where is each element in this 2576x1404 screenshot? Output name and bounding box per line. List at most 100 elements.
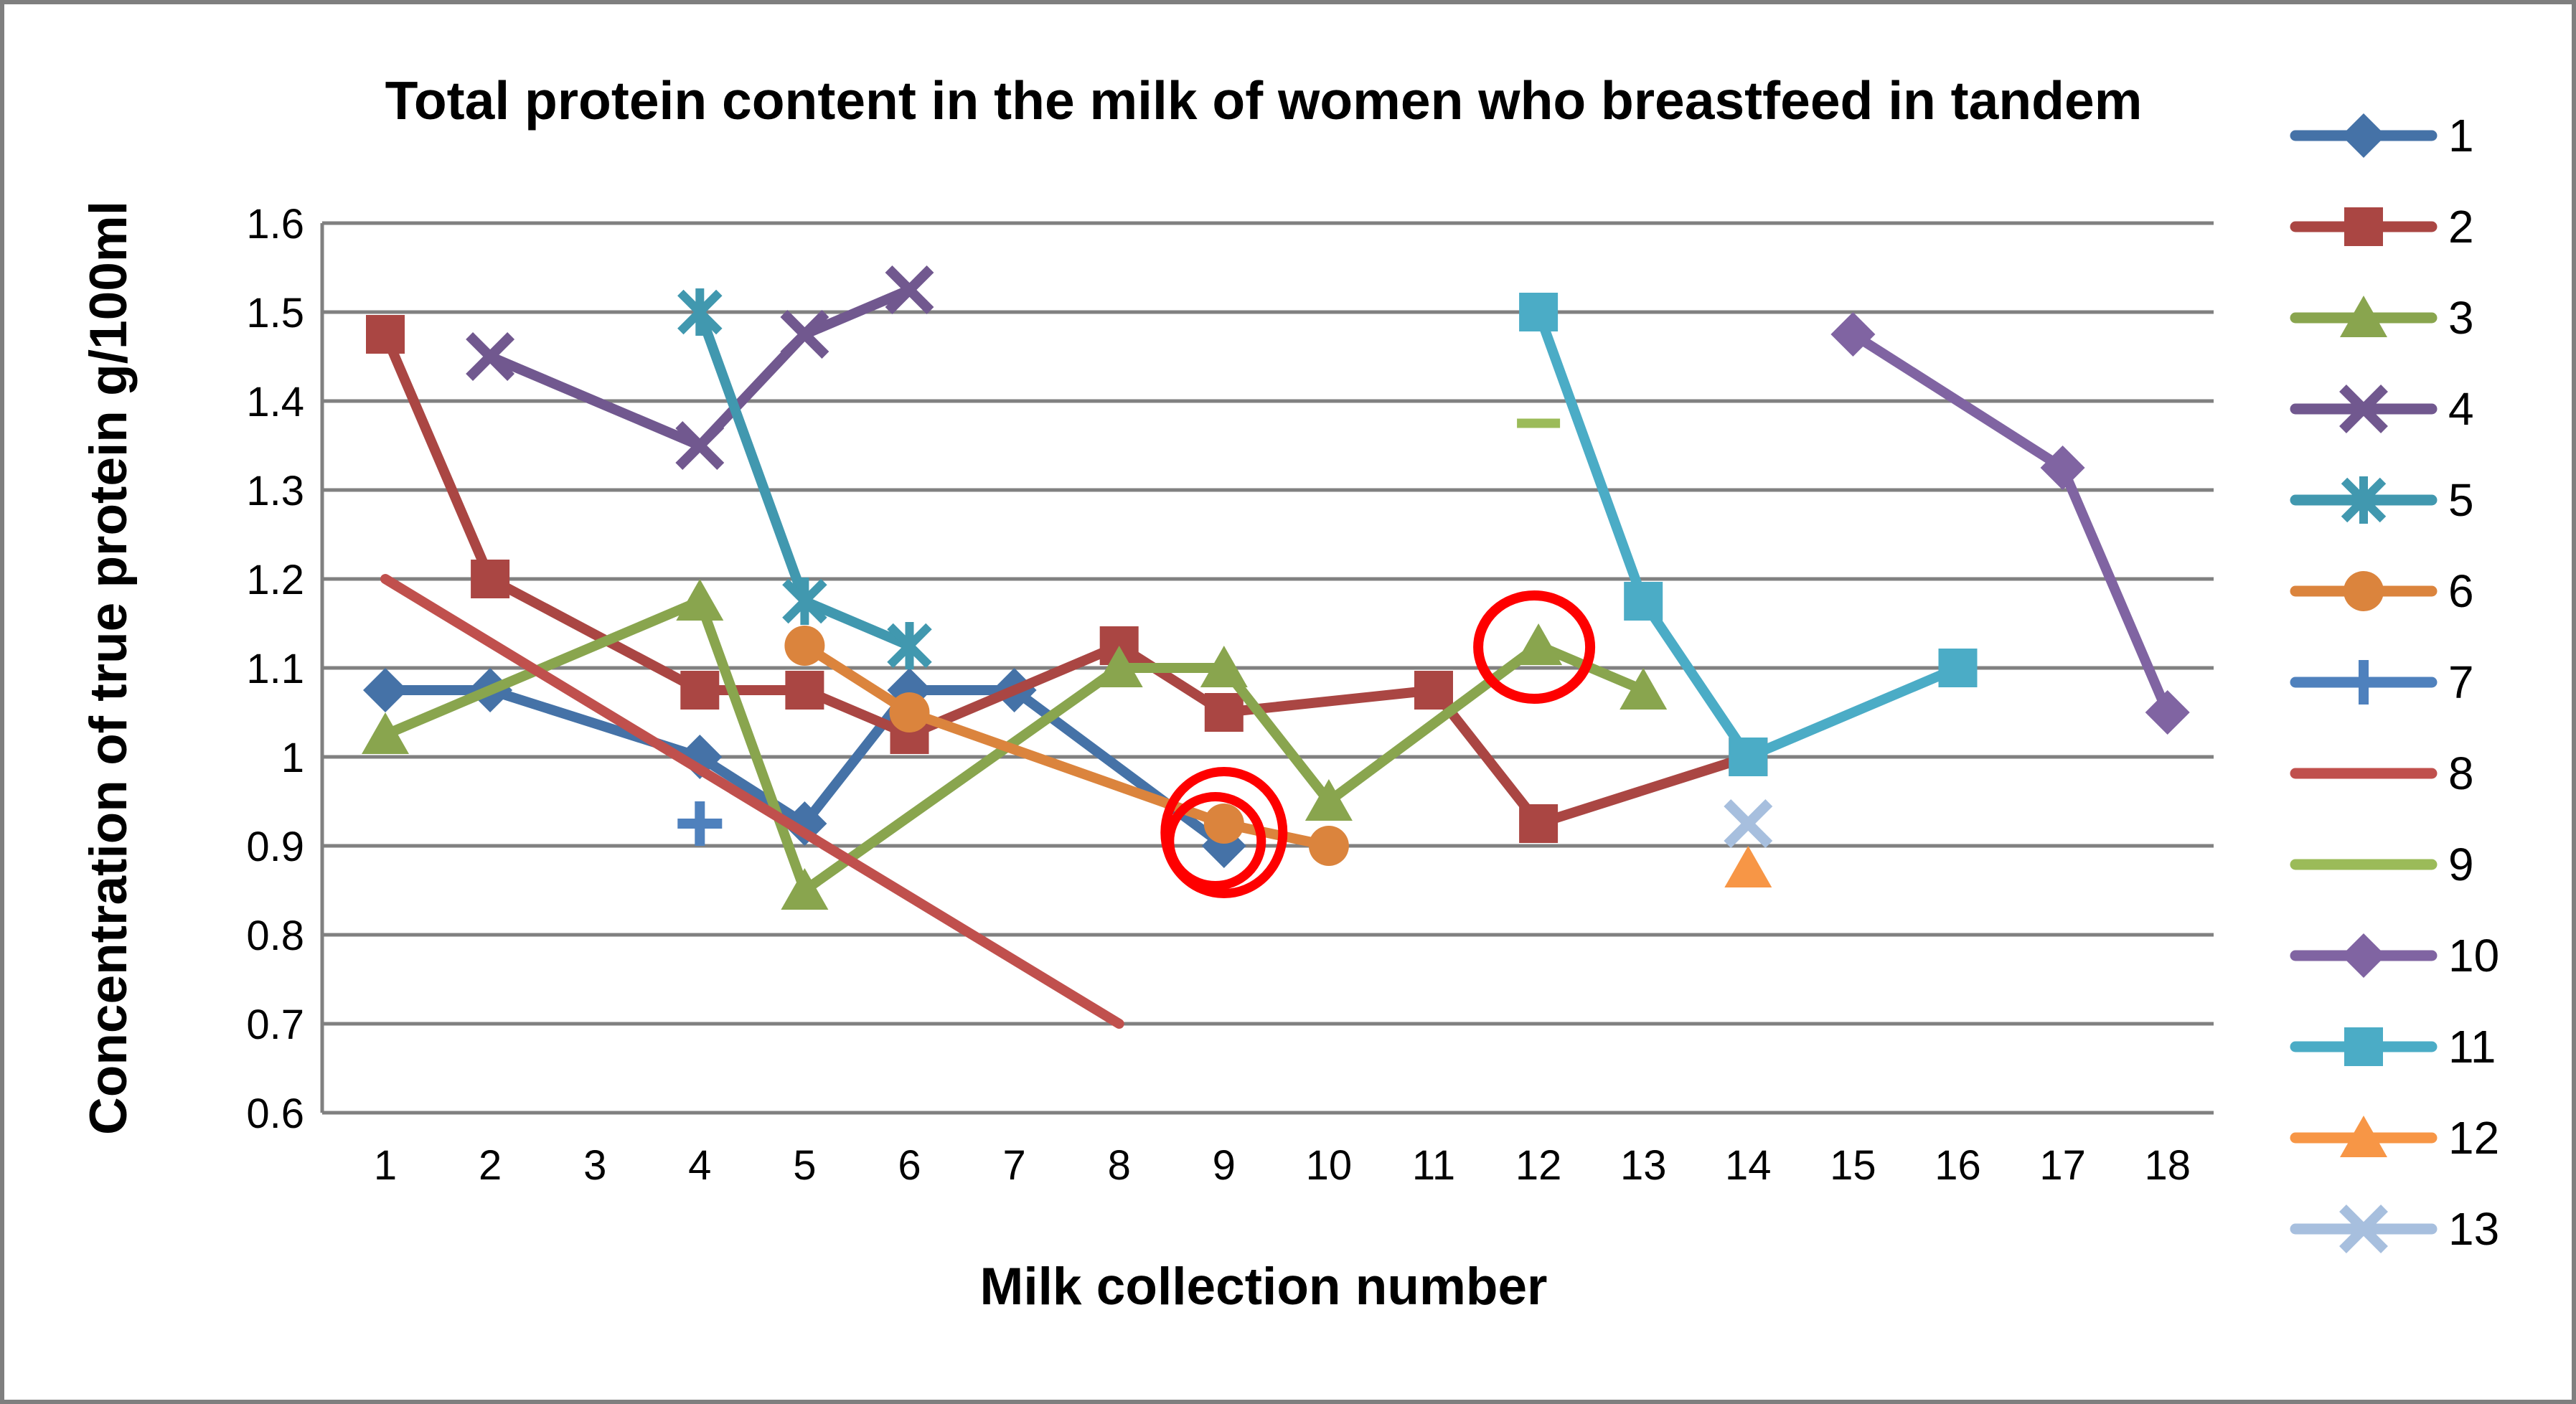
legend-marker-10 (2341, 933, 2386, 978)
x-tick-label-15: 15 (1830, 1142, 1876, 1189)
legend-marker-11 (2344, 1027, 2383, 1066)
legend-label-1: 1 (2448, 110, 2474, 161)
y-tick-label-1.5: 1.5 (246, 290, 304, 336)
series-10 (1830, 312, 2190, 735)
legend-item-4: 4 (2290, 383, 2474, 435)
chart-title: Total protein content in the milk of wom… (385, 70, 2143, 131)
annotation-inner-ring (1165, 792, 1266, 890)
series-5 (677, 288, 932, 669)
x-tick-label-8: 8 (1108, 1142, 1131, 1189)
legend-label-9: 9 (2448, 839, 2474, 890)
series-6 (784, 626, 1349, 866)
series-6-marker-x10 (1308, 826, 1349, 866)
series-3-marker-x10 (1305, 779, 1353, 821)
series-2-marker-x4 (680, 671, 720, 710)
series-6-marker-x5 (784, 626, 825, 666)
legend-marker-1 (2341, 113, 2386, 158)
protein-tandem-chart: Total protein content in the milk of wom… (80, 70, 2499, 1316)
y-tick-label-0.6: 0.6 (246, 1090, 304, 1137)
series-6-line (799, 641, 1334, 851)
annotation-ring (1473, 590, 1596, 704)
series-11-line (1533, 307, 1963, 762)
series-3-marker-x12 (1515, 623, 1563, 665)
x-tick-label-9: 9 (1213, 1142, 1236, 1189)
legend-item-6: 6 (2290, 565, 2474, 617)
series-4-marker-x5 (780, 310, 829, 359)
y-axis-title: Concentration of true protein g/100ml (80, 201, 138, 1135)
legend-label-13: 13 (2448, 1203, 2499, 1255)
x-tick-label-3: 3 (583, 1142, 606, 1189)
series-6-marker-x6 (889, 692, 930, 732)
y-tick-label-1.4: 1.4 (246, 379, 304, 425)
series-7-marker-x4 (677, 801, 723, 846)
series-3-marker-x4 (676, 579, 724, 621)
series-3-marker-x1 (362, 712, 409, 754)
annotation-double-circle-x9 (1160, 767, 1288, 898)
series-13 (1724, 799, 1773, 848)
series-10-marker-x18 (2145, 690, 2190, 735)
y-tick-label-0.8: 0.8 (246, 913, 304, 959)
x-tick-label-7: 7 (1002, 1142, 1025, 1189)
legend-label-2: 2 (2448, 201, 2474, 253)
x-tick-label-12: 12 (1515, 1142, 1562, 1189)
series-2-marker-x5 (785, 671, 824, 710)
series-5-marker-x6 (887, 622, 932, 669)
legend-marker-3 (2340, 296, 2387, 337)
y-tick-label-1.2: 1.2 (246, 557, 304, 603)
series-2-line (380, 329, 1754, 829)
legend-item-3: 3 (2290, 292, 2474, 344)
legend-marker-12 (2340, 1116, 2387, 1157)
series-3-marker-x13 (1620, 668, 1668, 710)
series-2-marker-x12 (1519, 804, 1559, 843)
legend-item-8: 8 (2290, 748, 2474, 799)
series-3-marker-x5 (781, 868, 829, 910)
x-tick-label-16: 16 (1935, 1142, 1981, 1189)
legend-item-5: 5 (2290, 474, 2474, 526)
x-tick-label-14: 14 (1725, 1142, 1772, 1189)
x-tick-label-11: 11 (1412, 1142, 1455, 1189)
legend-marker-2 (2344, 207, 2383, 246)
series-10-marker-x15 (1830, 312, 1876, 357)
series-7 (677, 801, 723, 846)
legend-label-10: 10 (2448, 930, 2499, 981)
series-10-marker-x17 (2040, 446, 2085, 490)
series-2-marker-x11 (1414, 671, 1453, 710)
series-12 (1724, 846, 1772, 887)
legend-item-10: 10 (2290, 930, 2499, 981)
legend-marker-13 (2339, 1205, 2388, 1253)
x-tick-label-6: 6 (898, 1142, 921, 1189)
legend-label-3: 3 (2448, 292, 2474, 344)
series-10-line (1848, 329, 2173, 717)
legend-label-11: 11 (2448, 1021, 2496, 1073)
series-layer (362, 265, 2190, 1029)
y-tick-label-1: 1 (281, 735, 304, 781)
legend-item-13: 13 (2290, 1203, 2499, 1255)
series-2-marker-x1 (366, 315, 405, 354)
series-2-marker-x9 (1204, 693, 1244, 732)
series-13-marker-x14 (1724, 799, 1773, 848)
legend-label-4: 4 (2448, 383, 2474, 435)
axis-layer: 1.61.51.41.31.21.110.90.80.70.61 2 3 4 5 6 7 8 9… (246, 201, 2191, 1189)
series-3-marker-x9 (1200, 646, 1248, 687)
series-12-marker-x14 (1724, 846, 1772, 887)
legend-marker-4 (2339, 385, 2388, 433)
legend-label-12: 12 (2448, 1112, 2499, 1164)
series-4 (466, 265, 934, 470)
series-11-marker-x14 (1729, 738, 1768, 776)
legend-item-9: 9 (2290, 839, 2474, 890)
x-axis-title: Milk collection number (980, 1258, 1548, 1316)
annotation-circle-x12 (1473, 590, 1596, 704)
series-3-line (380, 596, 1649, 895)
legend-label-7: 7 (2448, 656, 2474, 708)
series-8-line (380, 574, 1124, 1029)
legend-marker-7 (2341, 660, 2386, 705)
legend-item-1: 1 (2290, 110, 2474, 161)
x-tick-label-18: 18 (2144, 1142, 2191, 1189)
annotation-outer-ring (1160, 767, 1288, 898)
series-3-marker-x8 (1095, 646, 1143, 687)
x-tick-label-10: 10 (1306, 1142, 1353, 1189)
annotations (1160, 590, 1596, 898)
series-11 (1519, 293, 1978, 776)
